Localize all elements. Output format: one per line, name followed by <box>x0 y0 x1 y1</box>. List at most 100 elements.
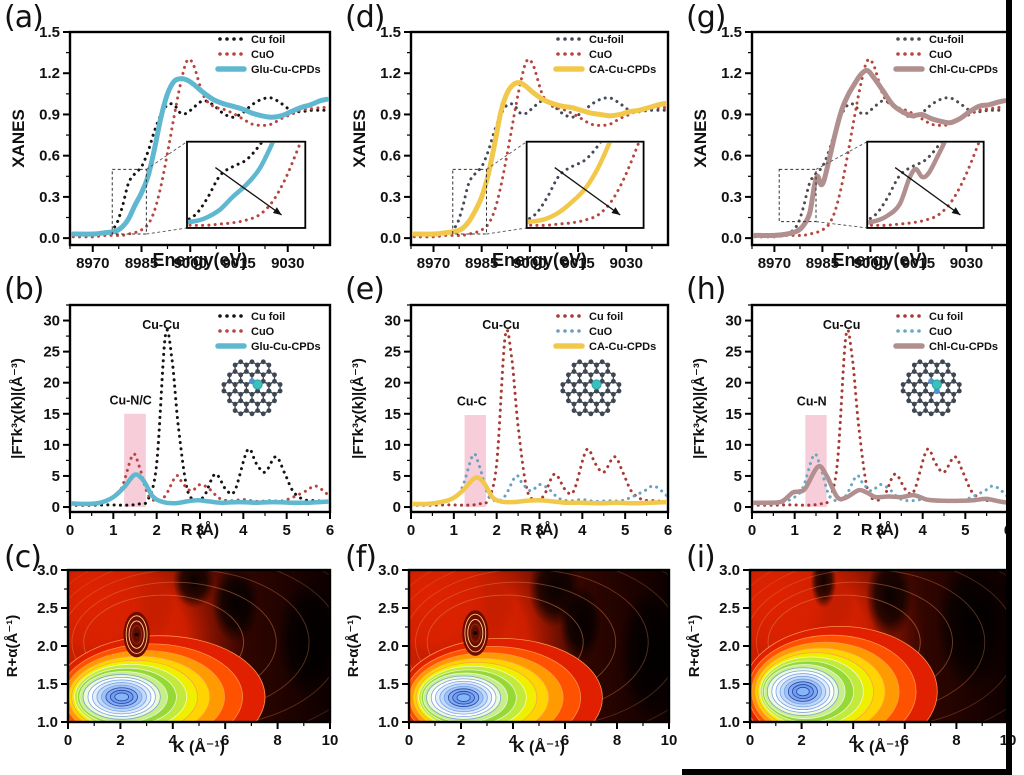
panel-a: (a) 8970 8985 9000 9015 9030 0.0 0.3 0.6 0.9 1.2 1.… <box>0 0 341 272</box>
carbon-atom-icon <box>588 372 594 378</box>
svg-text:1.2: 1.2 <box>380 65 401 82</box>
panel-letter-a: (a) <box>4 0 44 35</box>
series-cu-foil <box>412 328 667 507</box>
carbon-atom-icon <box>594 408 599 413</box>
carbon-atom-icon <box>599 398 605 404</box>
svg-text:3: 3 <box>196 522 204 539</box>
svg-text:0: 0 <box>66 522 74 539</box>
carbon-atom-icon <box>917 411 923 417</box>
legend-label: Cu-foil <box>589 34 624 46</box>
carbon-atom-icon <box>951 372 957 378</box>
carbon-atom-icon <box>923 408 928 413</box>
carbon-atom-icon <box>928 411 934 417</box>
svg-text:2.5: 2.5 <box>37 600 58 617</box>
highlight-band <box>805 415 827 508</box>
carbon-atom-icon <box>951 391 957 397</box>
carbon-atom-icon <box>266 408 272 413</box>
carbon-atom-icon <box>588 398 594 404</box>
svg-text:5: 5 <box>393 468 401 485</box>
carbon-atom-icon <box>611 391 616 397</box>
carbon-atom-icon <box>272 378 277 384</box>
carbon-atom-icon <box>582 369 588 374</box>
carbon-atom-icon <box>260 398 266 404</box>
carbon-atom-icon <box>616 382 622 387</box>
series-ca-cu-cpds <box>527 142 613 225</box>
low-intensity-region <box>866 570 913 639</box>
carbon-atom-icon <box>272 398 277 404</box>
peak-label: Cu-C <box>457 395 487 409</box>
svg-text:0.9: 0.9 <box>39 106 60 123</box>
edge-zoom-inset <box>525 140 645 229</box>
svg-text:9030: 9030 <box>610 255 643 272</box>
carbon-atom-icon <box>611 378 616 384</box>
carbon-atom-icon <box>940 398 945 404</box>
svg-text:2: 2 <box>833 522 841 539</box>
carbon-atom-icon <box>277 388 283 394</box>
legend-label: Glu-Cu-CPDs <box>251 341 321 353</box>
svg-text:4: 4 <box>918 522 927 539</box>
carbon-atom-icon <box>244 388 249 394</box>
svg-text:25: 25 <box>725 344 742 361</box>
panel-c-chart: 0 2 4 6 8 10 1.0 1.5 2.0 2.5 3.0 K (Å⁻¹) R+α(Å⁻¹) <box>4 562 338 756</box>
carbon-atom-icon <box>582 382 588 387</box>
carbon-atom-icon <box>249 398 255 404</box>
legend: Cu foil CuO Glu-Cu-CPDs <box>215 34 321 76</box>
panel-letter-c: (c) <box>4 540 42 575</box>
svg-text:0.3: 0.3 <box>380 189 401 206</box>
svg-text:2: 2 <box>492 522 500 539</box>
svg-text:0.3: 0.3 <box>721 189 742 206</box>
svg-text:1: 1 <box>109 522 117 539</box>
carbon-atom-icon <box>238 398 244 404</box>
svg-text:1.0: 1.0 <box>37 714 58 731</box>
svg-text:0.6: 0.6 <box>39 148 60 165</box>
carbon-atom-icon <box>923 362 928 368</box>
carbon-atom-icon <box>928 372 934 378</box>
carbon-atom-icon <box>605 388 611 394</box>
carbon-atom-icon <box>577 359 582 365</box>
svg-text:4: 4 <box>169 732 178 749</box>
svg-text:2: 2 <box>457 732 465 749</box>
carbon-atom-icon <box>911 401 917 407</box>
plot-area <box>753 57 1007 239</box>
svg-text:4: 4 <box>239 522 248 539</box>
carbon-atom-icon <box>594 362 599 368</box>
y-axis-label: |FTk³χ(k)|(Å⁻³) <box>350 358 367 459</box>
carbon-atom-icon <box>560 382 566 387</box>
y-axis-label: XANES <box>691 109 710 168</box>
svg-text:10: 10 <box>725 437 742 454</box>
low-intensity-region <box>619 585 669 722</box>
x-axis-label: K (Å⁻¹) <box>853 737 905 756</box>
svg-text:2: 2 <box>797 732 805 749</box>
carbon-atom-icon <box>255 401 260 407</box>
carbon-atom-icon <box>917 391 923 397</box>
copper-atom-icon <box>591 379 602 390</box>
panel-letter-h: (h) <box>686 272 726 307</box>
carbon-atom-icon <box>249 372 255 378</box>
low-intensity-region <box>212 570 260 643</box>
svg-text:0.9: 0.9 <box>721 106 742 123</box>
peak-label: Cu-N/C <box>109 393 151 407</box>
carbon-atom-icon <box>221 382 227 387</box>
carbon-atom-icon <box>244 369 249 374</box>
panel-g-chart: 8970 8985 9000 9015 9030 0.0 0.3 0.6 0.9 1.2 1.5 En… <box>691 24 1010 272</box>
svg-text:3.0: 3.0 <box>719 562 740 579</box>
carbon-atom-icon <box>255 388 260 394</box>
panel-letter-d: (d) <box>345 0 385 35</box>
plot-area <box>71 57 329 239</box>
series-cuo <box>71 57 329 239</box>
carbon-atom-icon <box>238 411 244 417</box>
svg-text:8: 8 <box>952 732 960 749</box>
wavelet-heatmap <box>409 570 669 722</box>
svg-text:0.6: 0.6 <box>380 148 401 165</box>
carbon-atom-icon <box>232 362 238 368</box>
svg-text:0.6: 0.6 <box>721 148 742 165</box>
x-axis-label: Energy(eV) <box>152 250 247 270</box>
svg-text:2.5: 2.5 <box>378 600 399 617</box>
panel-d: (d) 8970 8985 9000 9015 9030 0.0 0.3 0.6 0.9 1.2 1.… <box>341 0 682 272</box>
highlight-band <box>464 415 486 508</box>
carbon-atom-icon <box>260 359 266 365</box>
carbon-atom-icon <box>566 378 571 384</box>
svg-text:0.0: 0.0 <box>39 230 60 247</box>
svg-text:0: 0 <box>748 522 756 539</box>
